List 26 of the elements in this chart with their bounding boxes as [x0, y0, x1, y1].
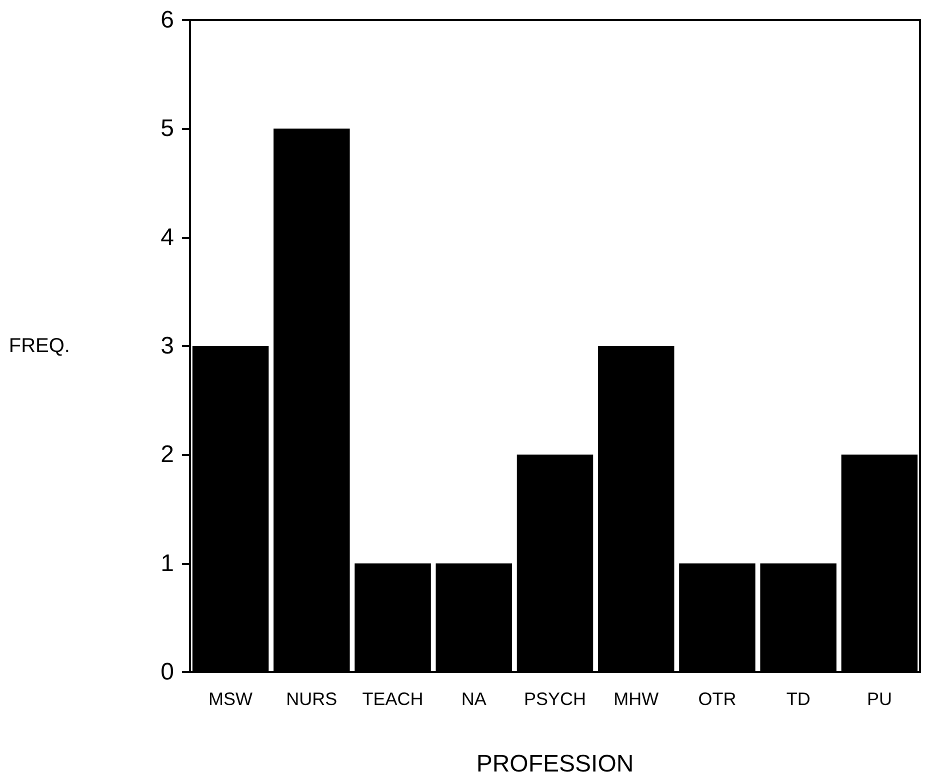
x-tick-label: NURS [286, 689, 338, 709]
x-tick-label: TD [786, 689, 810, 709]
x-tick-label: MSW [208, 689, 253, 709]
bar [192, 346, 269, 672]
x-tick-label: OTR [698, 689, 736, 709]
bar [436, 563, 512, 672]
x-tick-label: PSYCH [524, 689, 586, 709]
y-tick-label: 0 [160, 658, 174, 686]
bar [516, 454, 594, 672]
bar [354, 563, 431, 672]
y-tick-label: 6 [160, 6, 174, 34]
bar [598, 346, 674, 672]
x-axis-title: PROFESSION [476, 750, 634, 778]
x-tick-label: NA [461, 689, 486, 709]
y-tick-label: 4 [160, 224, 174, 251]
y-tick-label: 2 [160, 441, 174, 468]
y-axis-title: FREQ. [8, 335, 70, 357]
bar [274, 128, 350, 672]
bar [679, 563, 756, 672]
x-tick-label: MHW [614, 689, 659, 709]
y-tick-label: 1 [160, 550, 174, 577]
y-tick-label: 5 [160, 115, 174, 142]
x-tick-label: PU [866, 689, 892, 709]
x-tick-label: TEACH [362, 689, 424, 709]
bar [760, 563, 836, 672]
y-tick-label: 3 [160, 332, 174, 360]
